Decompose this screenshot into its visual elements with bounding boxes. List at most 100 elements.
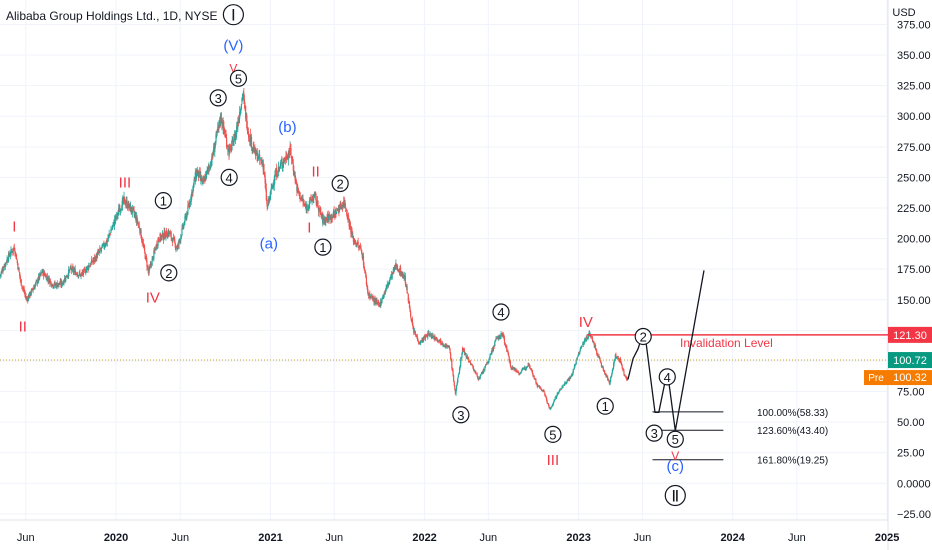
candle-body (14, 252, 17, 254)
candle-body (290, 156, 293, 160)
candle-body (83, 268, 85, 270)
candle-body (51, 285, 53, 287)
candle-body (52, 284, 54, 288)
candle-body (289, 145, 291, 150)
wave-label: 3 (209, 89, 227, 107)
candle-body (117, 212, 119, 215)
candle-body (460, 358, 462, 366)
candle-body (561, 386, 563, 389)
candle-body (84, 269, 86, 273)
candle-body (217, 126, 219, 131)
candle-body (263, 172, 266, 176)
candle-body (389, 276, 391, 280)
candle-body (585, 337, 587, 342)
candle-body (589, 331, 591, 336)
candle-body (520, 371, 522, 374)
candle-body (414, 331, 416, 334)
candle-body (376, 302, 379, 304)
candle-body (511, 367, 513, 369)
candle-body (251, 147, 253, 149)
y-tick-label: −25.00 (897, 509, 931, 521)
candle-body (19, 275, 21, 280)
candle-body (481, 371, 484, 374)
wave-circle (331, 174, 349, 193)
candle-body (112, 225, 114, 227)
x-tick-label: 2025 (875, 532, 899, 544)
wave-label-text: (a) (260, 235, 278, 252)
candle-body (583, 342, 585, 344)
wave-label-text: II (19, 319, 27, 336)
candle-body (187, 204, 189, 207)
candle-body (279, 164, 281, 166)
candle-body (605, 373, 607, 376)
candle-body (68, 269, 70, 277)
candle-body (320, 215, 323, 217)
wave-label: (b) (278, 119, 296, 136)
candle-body (115, 215, 117, 220)
candle-body (238, 117, 240, 124)
candle-body (172, 237, 174, 243)
candle-body (447, 345, 449, 348)
candle-body (302, 199, 304, 203)
wave-label: 2 (331, 174, 349, 193)
candle-body (406, 286, 408, 293)
candle-body (264, 175, 266, 184)
candle-body (428, 332, 430, 335)
candle-body (157, 238, 159, 246)
candle-body (192, 183, 195, 188)
wave-label-text: 2 (337, 177, 344, 192)
candle-body (270, 190, 272, 196)
candle-body (292, 159, 294, 165)
candle-body (308, 204, 310, 207)
candle-body (551, 406, 553, 408)
candle-body (331, 214, 333, 219)
candle-body (183, 223, 185, 229)
candle-body (388, 281, 390, 286)
candle-body (614, 359, 616, 361)
candle-body (310, 196, 312, 201)
candle-body (103, 246, 106, 248)
candle-body (281, 161, 283, 166)
candle-body (8, 252, 10, 256)
wave-label: III (547, 452, 560, 469)
candle-body (363, 265, 365, 269)
candle-body (176, 247, 178, 250)
candle-body (410, 317, 412, 321)
candle-body (359, 246, 362, 249)
candle-body (488, 358, 491, 360)
candle-body (472, 365, 474, 368)
candle-body (246, 115, 248, 128)
candle-body (560, 388, 563, 390)
candle-body (539, 387, 541, 389)
candle-body (476, 372, 478, 377)
candle-body (535, 379, 537, 384)
x-tick-label: 2022 (412, 532, 436, 544)
candle-body (407, 292, 409, 294)
wave-label: 2 (634, 327, 652, 346)
candle-body (544, 392, 546, 396)
candle-body (441, 343, 443, 344)
candle-body (600, 361, 602, 364)
candle-body (611, 369, 613, 373)
wave-label-text: (c) (667, 458, 685, 475)
candle-body (17, 263, 19, 270)
candle-body (490, 353, 492, 355)
candle-body (509, 360, 511, 362)
candle-body (348, 219, 350, 227)
candle-body (105, 240, 107, 246)
candle-body (574, 364, 577, 366)
fib-level-label: 161.80%(19.25) (757, 456, 828, 467)
candle-body (489, 354, 491, 359)
candle-body (226, 138, 228, 148)
candle-body (376, 300, 378, 303)
candle-body (86, 266, 88, 270)
candle-body (178, 239, 180, 245)
candle-body (556, 396, 558, 398)
candle-body (134, 214, 136, 216)
candle-body (188, 202, 191, 208)
candle-body (5, 261, 8, 263)
fib-level-label: 100.00%(58.33) (757, 408, 828, 419)
candle-body (581, 345, 583, 347)
wave-label-text: IV (579, 314, 593, 331)
